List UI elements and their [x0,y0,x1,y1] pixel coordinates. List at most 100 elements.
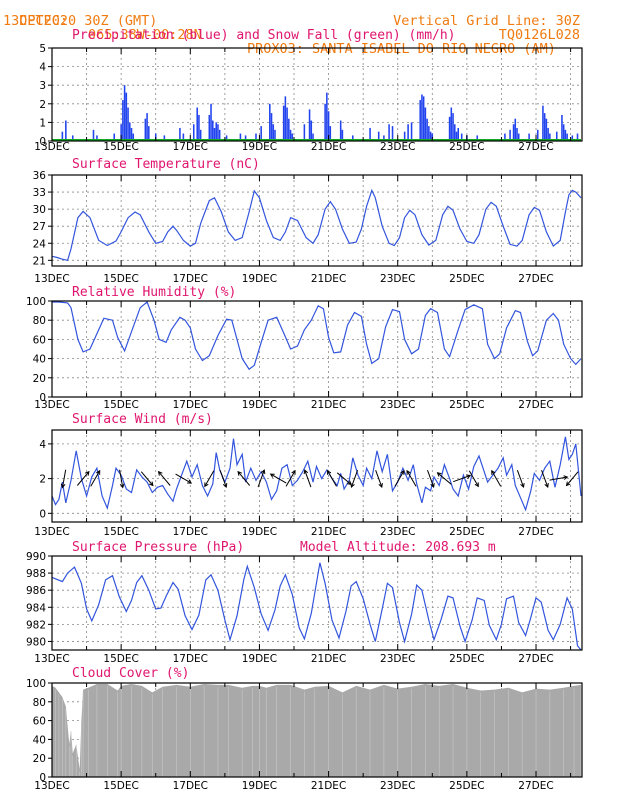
wind-arrow-head [327,469,332,475]
precip-bar [339,120,342,141]
x-tick-label: 25DEC [449,399,484,411]
precip-bar [260,126,262,141]
x-tick-label: 19DEC [242,780,277,792]
wind-arrow-head [84,470,90,476]
x-tick-label: 15DEC [103,780,138,792]
precip-bar [341,129,344,141]
precip-bar [210,103,212,141]
wind-arrow-head [544,483,549,489]
precip-bar [272,124,275,141]
precip-bar [377,131,380,141]
header-run-date: 13DEC2020 30Z (GMT) [3,13,158,29]
precip-bar [198,114,200,141]
x-tick-label: 15DEC [103,141,138,153]
y-tick-label: 20 [33,373,46,385]
wind-arrow-shaft [204,470,215,487]
precip-bar [555,131,558,141]
wind-arrow-shaft [257,469,265,488]
precip-bar [129,122,131,141]
x-tick-label: 21DEC [311,780,346,792]
x-tick-label: 21DEC [311,653,346,665]
precip-bar [512,124,515,141]
y-tick-label: 60 [33,334,46,346]
y-tick-label: 5 [39,43,46,55]
precip-bar [215,122,217,141]
x-tick-label: 13DEC [34,399,69,411]
x-tick-label: 23DEC [380,653,415,665]
precip-bar [326,92,328,141]
precip-bar [410,122,413,141]
precip-bar [291,133,294,141]
y-tick-label: 80 [33,697,46,709]
wind-arrow-head [291,469,296,475]
wind-arrow-head [466,474,472,479]
precip-bar [244,135,247,141]
wind-arrow-shaft [427,469,435,488]
precip-bar [422,96,425,141]
x-tick-label: 21DEC [311,273,346,285]
precip-bar [543,113,546,141]
y-tick-label: 2 [39,474,46,486]
y-tick-label: 27 [33,221,46,233]
precip-bar [547,127,549,141]
wind-arrow-head [378,483,383,489]
precip-bar [148,126,150,141]
panel-title: Surface Temperature (nC) [72,157,260,172]
x-tick-label: 23DEC [380,780,415,792]
panel-title: Precipitation (blue) and Snow Fall (gree… [72,28,456,43]
y-tick-label: 60 [33,716,46,728]
wind-arrow-head [350,483,355,489]
wind-arrow-head [400,469,405,475]
panel-5: 980 982 984 986 988 990 13DEC 15DEC 17DEC 19DEC 21… [26,540,583,665]
wind-arrow-head [148,481,154,487]
cloud-cover-area [52,683,581,777]
precip-bar [562,124,565,141]
precip-bar [516,127,518,141]
precip-bar [120,124,122,141]
x-tick-label: 15DEC [103,526,138,538]
x-tick-label: 17DEC [173,141,208,153]
y-tick-label: 40 [33,354,46,366]
panel-frame [51,429,583,523]
precip-bar [96,135,98,141]
y-tick-label: 980 [26,636,46,648]
precip-bar [199,129,202,141]
precip-bar [536,129,539,141]
precip-bar [517,133,520,141]
x-tick-label: 25DEC [449,526,484,538]
x-tick-label: 19DEC [242,653,277,665]
y-tick-label: 21 [33,255,46,267]
y-tick-label: 990 [26,551,46,563]
wind-arrow-shaft [237,471,251,486]
precip-bar [179,127,181,141]
wind-arrow-head [436,472,442,477]
x-tick-label: 17DEC [173,780,208,792]
panel-title: Relative Humidity (%) [72,285,236,300]
precip-bar [269,103,271,141]
panel-6: 0 20 40 60 80 100 13DEC 15DEC 17DEC 19DEC 21DEC 23D… [26,666,583,792]
precip-bar [450,107,453,141]
wind-arrow-shaft [285,470,296,487]
wind-arrow-head [269,473,275,478]
header-grid-line: Vertical Grid Line: 30Z [393,13,580,29]
header-station: PROX03: SANTA ISABEL DO RIO NEGRO (AM) [247,41,556,57]
wind-arrow-head [474,482,479,488]
precip-bar [542,105,544,141]
precip-bar [327,111,330,141]
wind-arrow-shaft [468,470,479,487]
precip-bar [312,133,314,141]
wind-arrow-shaft [62,469,67,488]
precip-bar [566,133,568,141]
panel-title: Surface Pressure (hPa) [72,540,244,555]
precip-bar [71,135,74,141]
precip-bar [225,135,228,141]
precip-bar [369,127,371,141]
y-tick-label: 988 [26,568,46,580]
precip-bar [274,129,276,141]
precip-bar [448,116,451,141]
precip-bar [310,120,313,141]
precip-bar [146,113,148,141]
wind-arrow-shaft [158,471,171,486]
x-tick-label: 21DEC [311,141,346,153]
wind-arrow-head [303,469,309,475]
